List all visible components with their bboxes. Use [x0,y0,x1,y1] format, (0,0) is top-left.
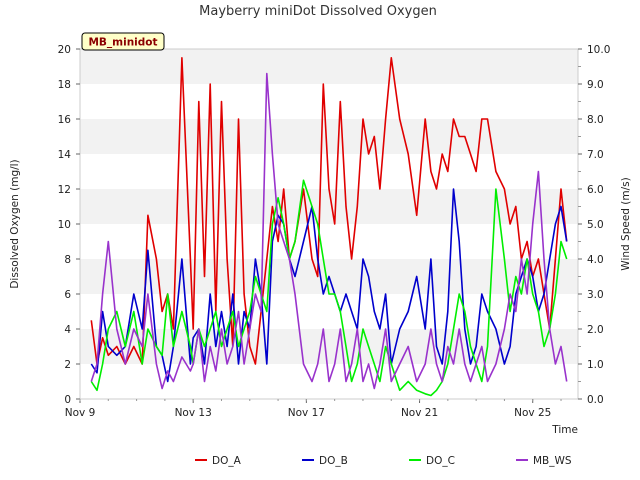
y-axis-right: 0.0 1.0 2.0 3.0 4.0 5.0 6.0 7.0 8.0 9.0 10.0 [578,44,610,406]
legend-label: MB_WS [533,455,572,467]
x-tick-label: Nov 17 [288,407,325,419]
y2-tick-label: 2.0 [587,324,604,336]
y-axis-left: 0 2 4 6 8 10 12 14 16 18 20 [58,44,80,406]
y2-tick-label: 10.0 [587,44,610,56]
y2-tick-label: 7.0 [587,149,604,161]
y2-tick-label: 4.0 [587,254,604,266]
y2-tick-label: 8.0 [587,114,604,126]
y2-tick-label: 3.0 [587,289,604,301]
series-layer [90,56,568,397]
series-line-mb-ws [90,72,568,390]
y2-tick-label: 5.0 [587,219,604,231]
y-tick-label: 20 [58,44,71,56]
x-tick-label: Nov 25 [514,407,551,419]
y-tick-label: 12 [58,184,71,196]
y2-tick-label: 9.0 [587,79,604,91]
legend-label: DO_C [426,455,455,467]
y-tick-label: 14 [58,149,72,161]
y-tick-label: 18 [58,79,71,91]
x-tick-label: Nov 13 [175,407,212,419]
badge-box [81,32,165,51]
grid-band [80,189,578,224]
x-axis-label: Time [551,424,578,436]
badge-label: MB_minidot [88,37,157,49]
grid-band [80,119,578,154]
grid-band [80,49,578,84]
y-tick-label: 4 [64,324,71,336]
chart-title: Mayberry miniDot Dissolved Oxygen [199,4,437,19]
series-line-do-c [90,179,568,397]
y-tick-label: 0 [64,394,71,406]
legend: DO_A DO_B DO_C MB_WS [195,455,572,467]
y2-axis-label: Wind Speed (m/s) [620,177,632,270]
y-tick-label: 8 [64,254,71,266]
y-tick-label: 6 [64,289,71,301]
y-tick-label: 10 [58,219,71,231]
y2-tick-label: 1.0 [587,359,604,371]
grid-bands [80,49,578,364]
y-axis-label: Dissolved Oxygen (mg/l) [9,159,21,288]
legend-label: DO_B [319,455,348,467]
y-tick-label: 16 [58,114,72,126]
x-axis: Nov 9 Nov 13 Nov 17 Nov 21 Nov 25 [65,399,562,419]
x-tick-label: Nov 21 [401,407,438,419]
legend-label: DO_A [212,455,242,467]
y2-tick-label: 6.0 [587,184,604,196]
y-tick-label: 2 [64,359,71,371]
x-tick-label: Nov 9 [65,407,96,419]
badge: MB_minidot [81,32,165,51]
y2-tick-label: 0.0 [587,394,604,406]
series-line-do-a [90,56,568,365]
